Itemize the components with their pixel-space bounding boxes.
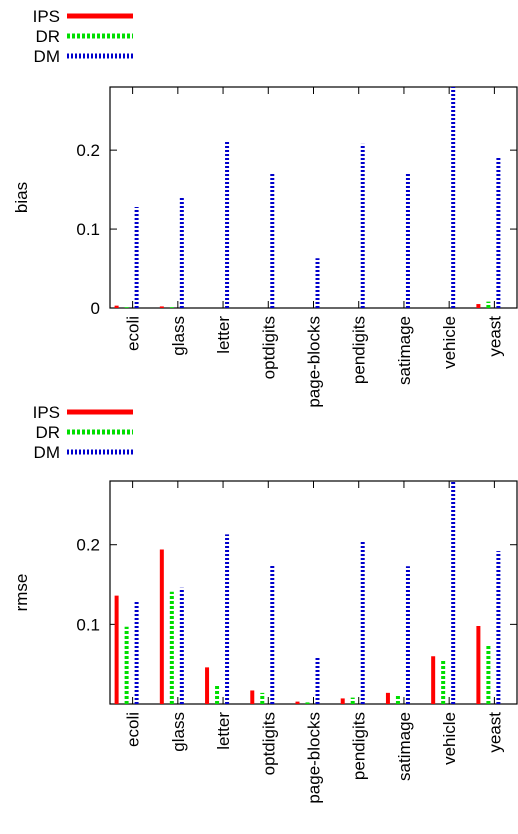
x-tick-label-page-blocks: page-blocks <box>305 316 324 408</box>
x-tick-label-page-blocks: page-blocks <box>305 712 324 804</box>
x-tick-label-vehicle: vehicle <box>440 712 459 765</box>
plot-area <box>109 86 518 309</box>
x-tick-label-ecoli: ecoli <box>124 712 143 747</box>
x-tick-label-glass: glass <box>169 712 188 752</box>
x-tick-label-letter: letter <box>214 712 233 750</box>
x-tick-label-glass: glass <box>169 316 188 356</box>
x-tick-label-vehicle: vehicle <box>440 316 459 369</box>
x-tick-label-satimage: satimage <box>395 316 414 385</box>
legend-label-ips: IPS <box>33 403 60 422</box>
y-tick-label: 0.2 <box>76 141 100 160</box>
legend-label-dr: DR <box>35 423 60 442</box>
y-tick-label: 0.1 <box>76 220 100 239</box>
legend-label-dm: DM <box>34 47 60 66</box>
x-tick-label-ecoli: ecoli <box>124 316 143 351</box>
x-tick-label-pendigits: pendigits <box>350 316 369 384</box>
legend-label-dr: DR <box>35 27 60 46</box>
x-tick-label-yeast: yeast <box>485 712 504 753</box>
y-tick-label: 0.2 <box>76 536 100 555</box>
x-tick-label-optdigits: optdigits <box>259 316 278 379</box>
legend-label-ips: IPS <box>33 7 60 26</box>
y-axis-label: rmse <box>12 574 31 612</box>
y-tick-label: 0 <box>91 299 100 318</box>
x-tick-label-satimage: satimage <box>395 712 414 781</box>
x-tick-label-optdigits: optdigits <box>259 712 278 775</box>
y-tick-label: 0.1 <box>76 615 100 634</box>
legend-label-dm: DM <box>34 443 60 462</box>
x-tick-label-pendigits: pendigits <box>350 712 369 780</box>
y-axis-label: bias <box>12 182 31 213</box>
x-tick-label-letter: letter <box>214 316 233 354</box>
x-tick-label-yeast: yeast <box>485 316 504 357</box>
